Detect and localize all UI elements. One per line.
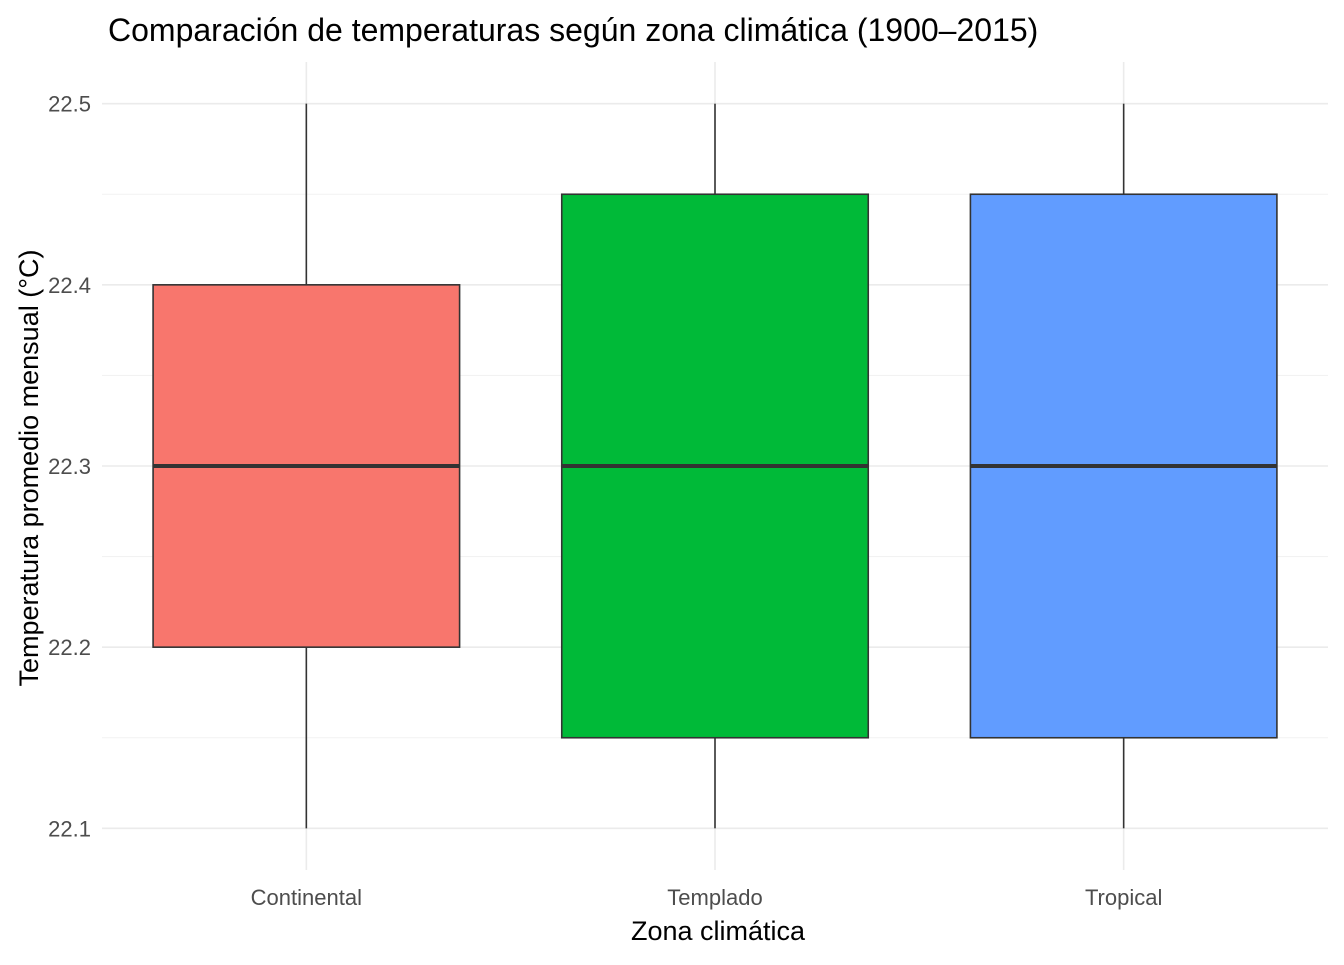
- y-tick-label: 22.1: [48, 816, 91, 841]
- y-tick-label: 22.5: [48, 92, 91, 117]
- y-tick-labels: 22.1 22.2 22.3 22.4 22.5: [48, 92, 91, 842]
- x-tick-labels: Continental Templado Tropical: [251, 885, 1163, 910]
- box-continental: [152, 103, 461, 829]
- x-tick-label: Templado: [667, 885, 762, 910]
- y-axis-title: Temperatura promedio mensual (°C): [14, 250, 44, 687]
- box-templado: [560, 103, 870, 829]
- x-tick-label: Tropical: [1085, 885, 1162, 910]
- y-tick-label: 22.4: [48, 273, 91, 298]
- chart-title: Comparación de temperaturas según zona c…: [108, 12, 1038, 48]
- x-tick-label: Continental: [251, 885, 362, 910]
- y-tick-label: 22.2: [48, 635, 91, 660]
- box-tropical: [969, 103, 1278, 829]
- x-axis-title: Zona climática: [631, 916, 806, 946]
- box-layer: [152, 103, 1278, 829]
- y-tick-label: 22.3: [48, 454, 91, 479]
